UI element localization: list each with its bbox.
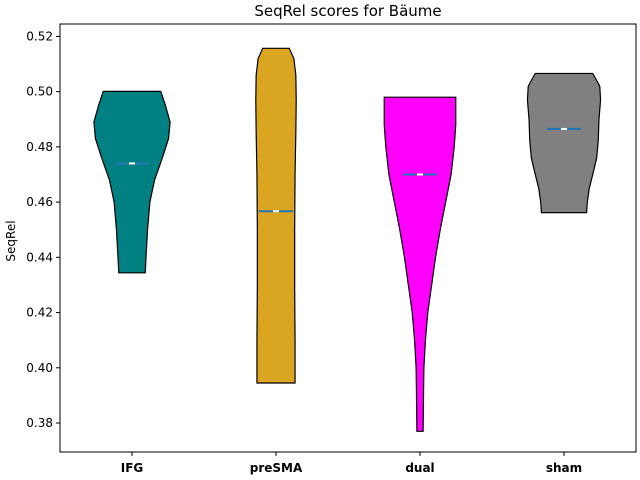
y-tick-label: 0.42	[26, 306, 53, 320]
medians-layer	[115, 127, 581, 213]
plot-frame	[59, 23, 637, 453]
violins-layer	[93, 47, 602, 432]
y-tick-label: 0.52	[26, 29, 53, 43]
y-tick-label: 0.44	[26, 250, 53, 264]
x-tick-label: IFG	[121, 461, 144, 475]
x-tick-label: preSMA	[250, 461, 303, 475]
y-axis: 0.38 0.40 0.42 0.44 0.46 0.48 0.50 0.52	[26, 29, 60, 430]
y-axis-label: SeqRel	[4, 220, 18, 261]
violin-dual	[383, 96, 457, 432]
x-tick-label: dual	[405, 461, 434, 475]
violin-ifg	[93, 90, 171, 274]
y-tick-label: 0.46	[26, 195, 53, 209]
y-tick-label: 0.48	[26, 140, 53, 154]
x-axis: IFG preSMA dual sham	[121, 452, 582, 475]
violin-presma	[255, 47, 297, 384]
violin-sham	[526, 72, 602, 214]
chart-title: SeqRel scores for Bäume	[254, 2, 441, 20]
y-tick-label: 0.50	[26, 85, 53, 99]
y-tick-label: 0.38	[26, 416, 53, 430]
x-tick-label: sham	[546, 461, 582, 475]
y-tick-label: 0.40	[26, 361, 53, 375]
